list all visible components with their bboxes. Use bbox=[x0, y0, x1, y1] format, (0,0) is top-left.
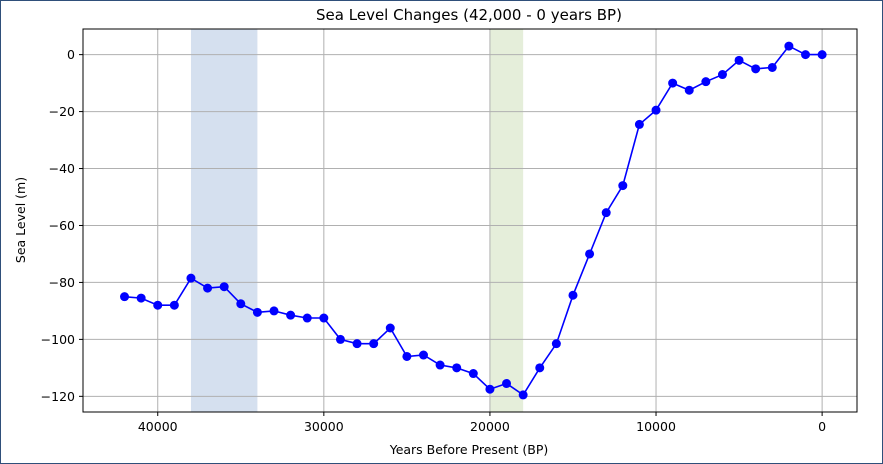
data-point bbox=[120, 292, 130, 302]
data-point bbox=[618, 181, 628, 191]
data-point bbox=[502, 379, 512, 389]
data-point bbox=[236, 299, 246, 309]
grid-layer bbox=[83, 29, 857, 412]
data-point bbox=[335, 334, 345, 344]
data-point bbox=[452, 363, 462, 373]
data-point bbox=[252, 307, 262, 317]
data-point bbox=[784, 41, 794, 51]
data-point bbox=[286, 310, 296, 320]
x-tick-label: 40000 bbox=[138, 419, 178, 434]
data-point bbox=[136, 293, 146, 303]
data-point bbox=[435, 360, 445, 370]
data-point bbox=[352, 339, 362, 349]
plot-area-border bbox=[82, 28, 858, 413]
data-point bbox=[302, 313, 312, 323]
x-tick-label: 0 bbox=[818, 419, 826, 434]
data-point bbox=[186, 273, 196, 283]
y-tick-label: 0 bbox=[67, 47, 75, 62]
data-point bbox=[269, 306, 279, 316]
y-tick-label: −120 bbox=[41, 389, 75, 404]
data-point bbox=[551, 339, 561, 349]
data-point bbox=[385, 323, 395, 333]
data-point bbox=[751, 64, 761, 74]
data-point bbox=[219, 282, 229, 292]
data-point bbox=[634, 119, 644, 129]
data-point bbox=[684, 85, 694, 95]
x-tick-label: 10000 bbox=[636, 419, 676, 434]
axes-layer: 40000 30000 20000 10000 0 0 −20 −40 −60 −80 −100 −1… bbox=[41, 28, 858, 434]
plot-background-layer bbox=[190, 29, 524, 412]
data-point bbox=[402, 351, 412, 361]
data-point bbox=[651, 105, 661, 115]
data-point bbox=[418, 350, 428, 360]
data-point bbox=[601, 208, 611, 218]
data-point bbox=[734, 55, 744, 65]
y-tick-label: −20 bbox=[49, 104, 75, 119]
data-point bbox=[767, 62, 777, 72]
x-tick-label: 30000 bbox=[304, 419, 344, 434]
data-point bbox=[485, 384, 495, 394]
data-point bbox=[169, 300, 179, 310]
y-tick-label: −80 bbox=[49, 275, 75, 290]
data-point bbox=[717, 70, 727, 80]
data-point bbox=[668, 78, 678, 88]
data-point bbox=[817, 50, 827, 60]
data-point bbox=[203, 283, 213, 293]
data-point bbox=[701, 77, 711, 87]
y-tick-label: −100 bbox=[41, 332, 75, 347]
x-tick-label: 20000 bbox=[470, 419, 510, 434]
data-point bbox=[369, 339, 379, 349]
shaded-region-1 bbox=[190, 29, 258, 412]
shaded-region-2 bbox=[489, 29, 524, 412]
data-point bbox=[468, 369, 478, 379]
data-point bbox=[801, 50, 811, 60]
data-point bbox=[568, 290, 578, 300]
data-point bbox=[535, 363, 545, 373]
x-axis-label: Years Before Present (BP) bbox=[389, 442, 549, 457]
y-axis-label: Sea Level (m) bbox=[13, 177, 28, 263]
data-layer bbox=[120, 41, 827, 400]
data-point bbox=[585, 249, 595, 259]
y-tick-label: −40 bbox=[49, 161, 75, 176]
data-point bbox=[518, 390, 528, 400]
chart-title: Sea Level Changes (42,000 - 0 years BP) bbox=[316, 6, 622, 24]
data-point bbox=[153, 300, 163, 310]
data-point bbox=[319, 313, 329, 323]
y-tick-label: −60 bbox=[49, 218, 75, 233]
